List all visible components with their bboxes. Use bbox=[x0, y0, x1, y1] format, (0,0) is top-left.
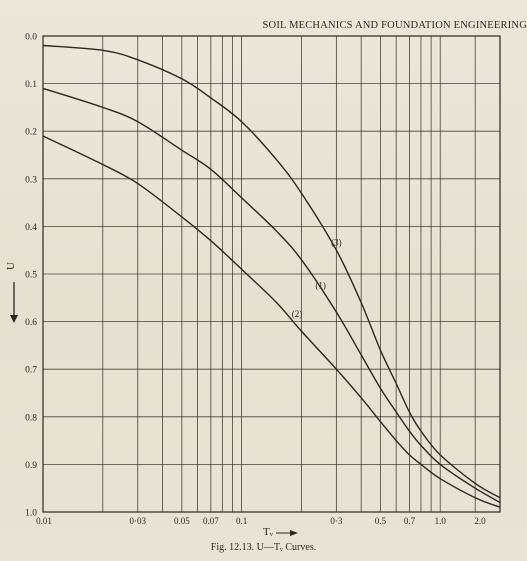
x-tick-label: 1.0 bbox=[435, 516, 447, 526]
series-curve-2 bbox=[42, 135, 501, 508]
x-tick-label: 0.5 bbox=[375, 516, 387, 526]
series-curve-1 bbox=[42, 87, 501, 504]
y-tick-label: 0.6 bbox=[25, 318, 37, 328]
x-tick-label: 0·3 bbox=[330, 516, 342, 526]
y-tick-label: 0.2 bbox=[25, 128, 37, 138]
chart-grid bbox=[42, 35, 501, 513]
x-axis-label: Tᵥ bbox=[263, 526, 274, 538]
x-tick-label: 0.7 bbox=[404, 516, 416, 526]
y-tick-label: 0.1 bbox=[25, 80, 37, 90]
series-label-3: (3) bbox=[331, 237, 342, 247]
y-axis-label: U bbox=[5, 262, 17, 270]
running-head: SOIL MECHANICS AND FOUNDATION ENGINEERIN… bbox=[262, 20, 527, 31]
y-axis-arrow-head bbox=[10, 315, 18, 323]
chart-curves bbox=[42, 44, 501, 508]
x-axis-arrow-head bbox=[290, 530, 298, 536]
figure-caption: Fig. 12.13. U—Tᵥ Curves. bbox=[210, 542, 317, 553]
y-tick-label: 0.4 bbox=[25, 223, 37, 233]
y-tick-label: 0.9 bbox=[25, 461, 37, 471]
y-tick-label: 0.5 bbox=[25, 271, 37, 281]
x-tick-label: 0.05 bbox=[174, 516, 190, 526]
x-tick-label: 0.1 bbox=[236, 516, 247, 526]
x-tick-label: 2.0 bbox=[474, 516, 486, 526]
series-label-2: (2) bbox=[292, 309, 303, 319]
y-tick-label: 0.8 bbox=[25, 413, 37, 423]
x-tick-label: 0.01 bbox=[36, 516, 52, 526]
plot-frame bbox=[42, 35, 501, 513]
series-curve-3 bbox=[42, 44, 501, 499]
series-label-1: (1) bbox=[315, 280, 326, 290]
chart-labels: 0.00.10.20.30.40.50.60.70.80.91.00.01 0·0… bbox=[5, 33, 486, 539]
y-tick-label: 0.7 bbox=[25, 366, 37, 376]
y-tick-label: 0.3 bbox=[25, 175, 37, 185]
x-tick-label: 0·03 bbox=[130, 516, 147, 526]
x-tick-label: 0.07 bbox=[203, 516, 219, 526]
y-tick-label: 1.0 bbox=[25, 509, 37, 519]
y-tick-label: 0.0 bbox=[25, 33, 37, 43]
